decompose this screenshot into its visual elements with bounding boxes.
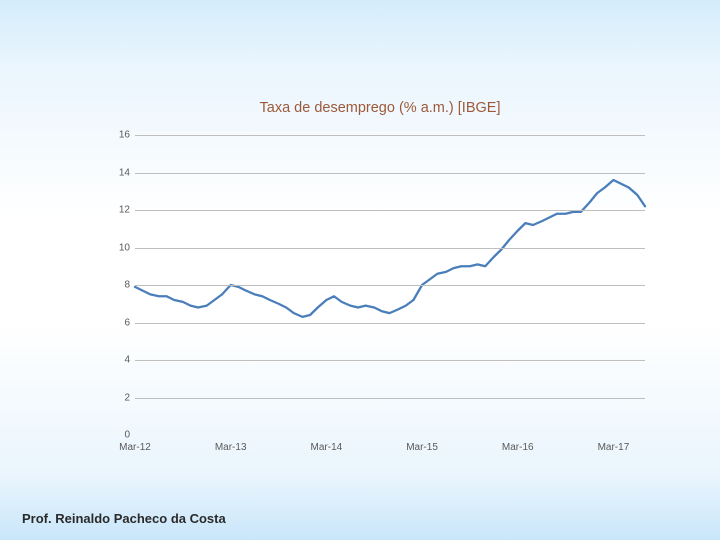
footer-author: Prof. Reinaldo Pacheco da Costa — [22, 511, 226, 526]
chart-container: Taxa de desemprego (% a.m.) [IBGE] 02468… — [110, 100, 650, 470]
y-axis-label: 2 — [110, 392, 130, 403]
x-axis-label: Mar-14 — [311, 442, 343, 453]
grid-line — [135, 285, 645, 286]
y-axis-label: 10 — [110, 242, 130, 253]
grid-line — [135, 323, 645, 324]
chart-title: Taxa de desemprego (% a.m.) [IBGE] — [110, 100, 650, 116]
x-axis-label: Mar-17 — [598, 442, 630, 453]
grid-line — [135, 210, 645, 211]
grid-line — [135, 135, 645, 136]
y-axis-label: 14 — [110, 167, 130, 178]
grid-line — [135, 360, 645, 361]
y-axis-label: 16 — [110, 130, 130, 141]
slide: Taxa de desemprego (% a.m.) [IBGE] 02468… — [0, 0, 720, 540]
plot-area: 0246810121416Mar-12Mar-13Mar-14Mar-15Mar… — [135, 135, 645, 435]
grid-line — [135, 248, 645, 249]
x-axis-label: Mar-16 — [502, 442, 534, 453]
y-axis-label: 8 — [110, 280, 130, 291]
y-axis-label: 12 — [110, 205, 130, 216]
grid-line — [135, 173, 645, 174]
y-axis-label: 6 — [110, 317, 130, 328]
x-axis-label: Mar-12 — [119, 442, 151, 453]
x-axis-label: Mar-13 — [215, 442, 247, 453]
y-axis-label: 0 — [110, 430, 130, 441]
x-axis-label: Mar-15 — [406, 442, 438, 453]
y-axis-label: 4 — [110, 355, 130, 366]
grid-line — [135, 398, 645, 399]
